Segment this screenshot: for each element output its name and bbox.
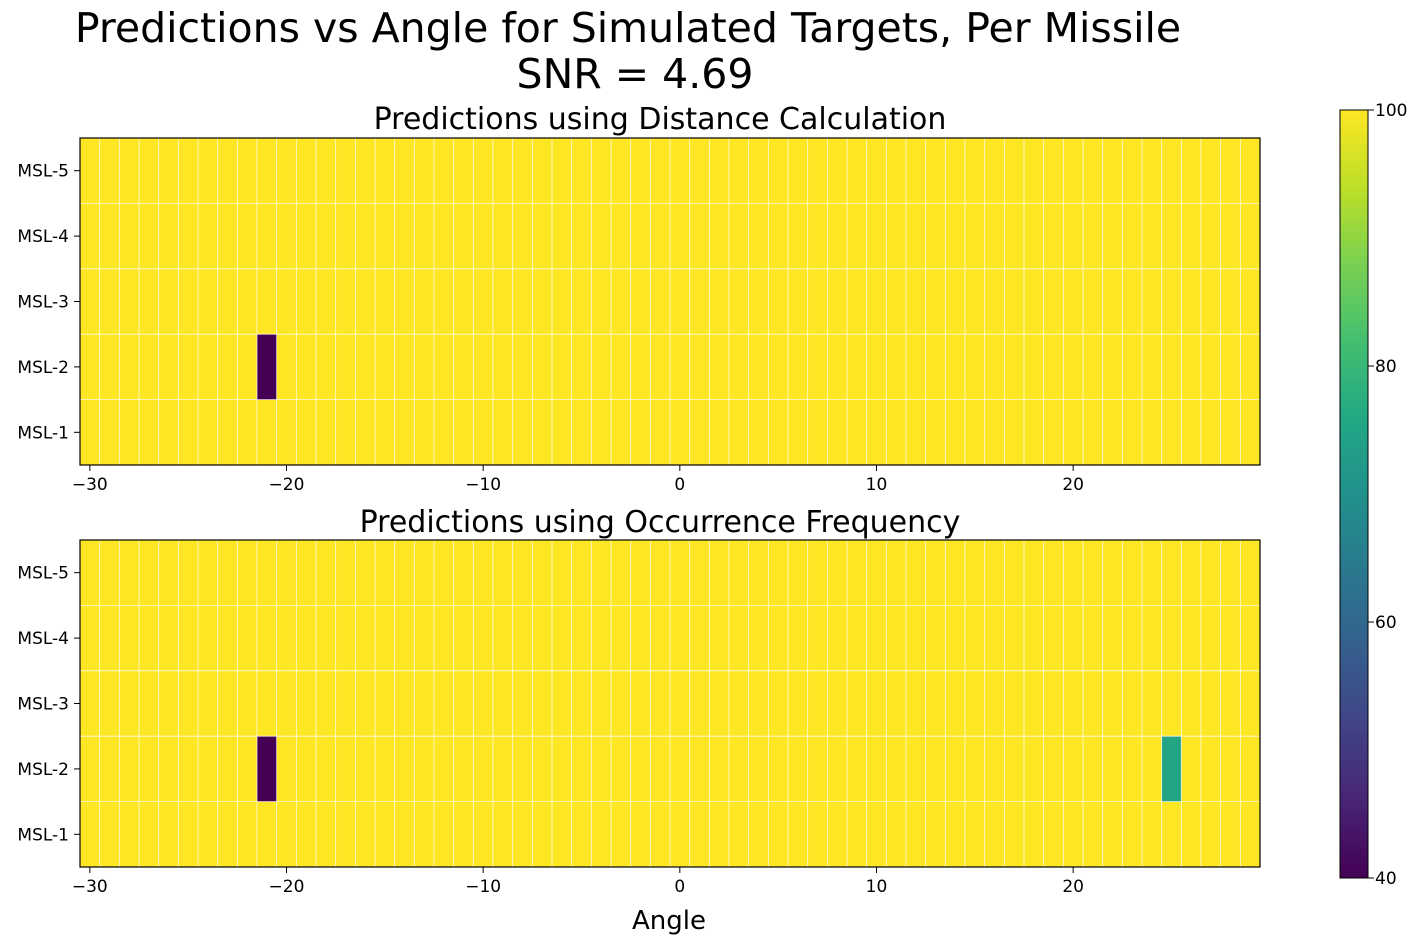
x-tick-label: −30 (72, 475, 108, 495)
figure-title-line1: Predictions vs Angle for Simulated Targe… (75, 4, 1181, 52)
x-tick-label: −30 (72, 877, 108, 897)
y-tick-label: MSL-2 (17, 358, 69, 378)
heatmap-cell (257, 334, 277, 400)
x-tick-label: 20 (1062, 475, 1084, 495)
panel-title: Predictions using Occurrence Frequency (360, 505, 961, 540)
x-tick-label: −10 (465, 877, 501, 897)
colorbar-tick-label: 60 (1375, 613, 1397, 633)
x-tick-label: 10 (866, 877, 888, 897)
x-tick-label: 10 (866, 475, 888, 495)
x-tick-label: −20 (269, 877, 305, 897)
colorbar-gradient (1339, 109, 1369, 879)
heatmap-cell (1161, 736, 1182, 802)
x-tick-label: 20 (1062, 877, 1084, 897)
y-tick-label: MSL-3 (17, 695, 69, 715)
colorbar-tick-label: 100 (1375, 101, 1407, 121)
colorbar-tick-label: 40 (1375, 869, 1397, 889)
y-tick-label: MSL-4 (17, 227, 69, 247)
heatmap-cell (257, 736, 277, 802)
y-tick-label: MSL-1 (17, 825, 69, 845)
heatmap-distance-panel: Predictions using Distance Calculation MS… (17, 102, 1261, 495)
y-tick-label: MSL-1 (17, 423, 69, 443)
x-tick-label: 0 (674, 877, 685, 897)
x-tick-label: 0 (674, 475, 685, 495)
x-tick-label: −10 (465, 475, 501, 495)
x-tick-label: −20 (269, 475, 305, 495)
y-tick-label: MSL-5 (17, 564, 69, 584)
panel-title: Predictions using Distance Calculation (374, 102, 947, 137)
y-tick-label: MSL-4 (17, 629, 69, 649)
colorbar: 40 60 80 100 (1339, 101, 1407, 889)
y-tick-label: MSL-2 (17, 760, 69, 780)
y-tick-label: MSL-5 (17, 162, 69, 182)
colorbar-tick-label: 80 (1375, 357, 1397, 377)
x-axis-label: Angle (632, 906, 706, 936)
y-tick-label: MSL-3 (17, 293, 69, 313)
heatmap-occurrence-panel: Predictions using Occurrence Frequency MS… (17, 505, 1261, 897)
figure-title-line2: SNR = 4.69 (517, 50, 754, 98)
